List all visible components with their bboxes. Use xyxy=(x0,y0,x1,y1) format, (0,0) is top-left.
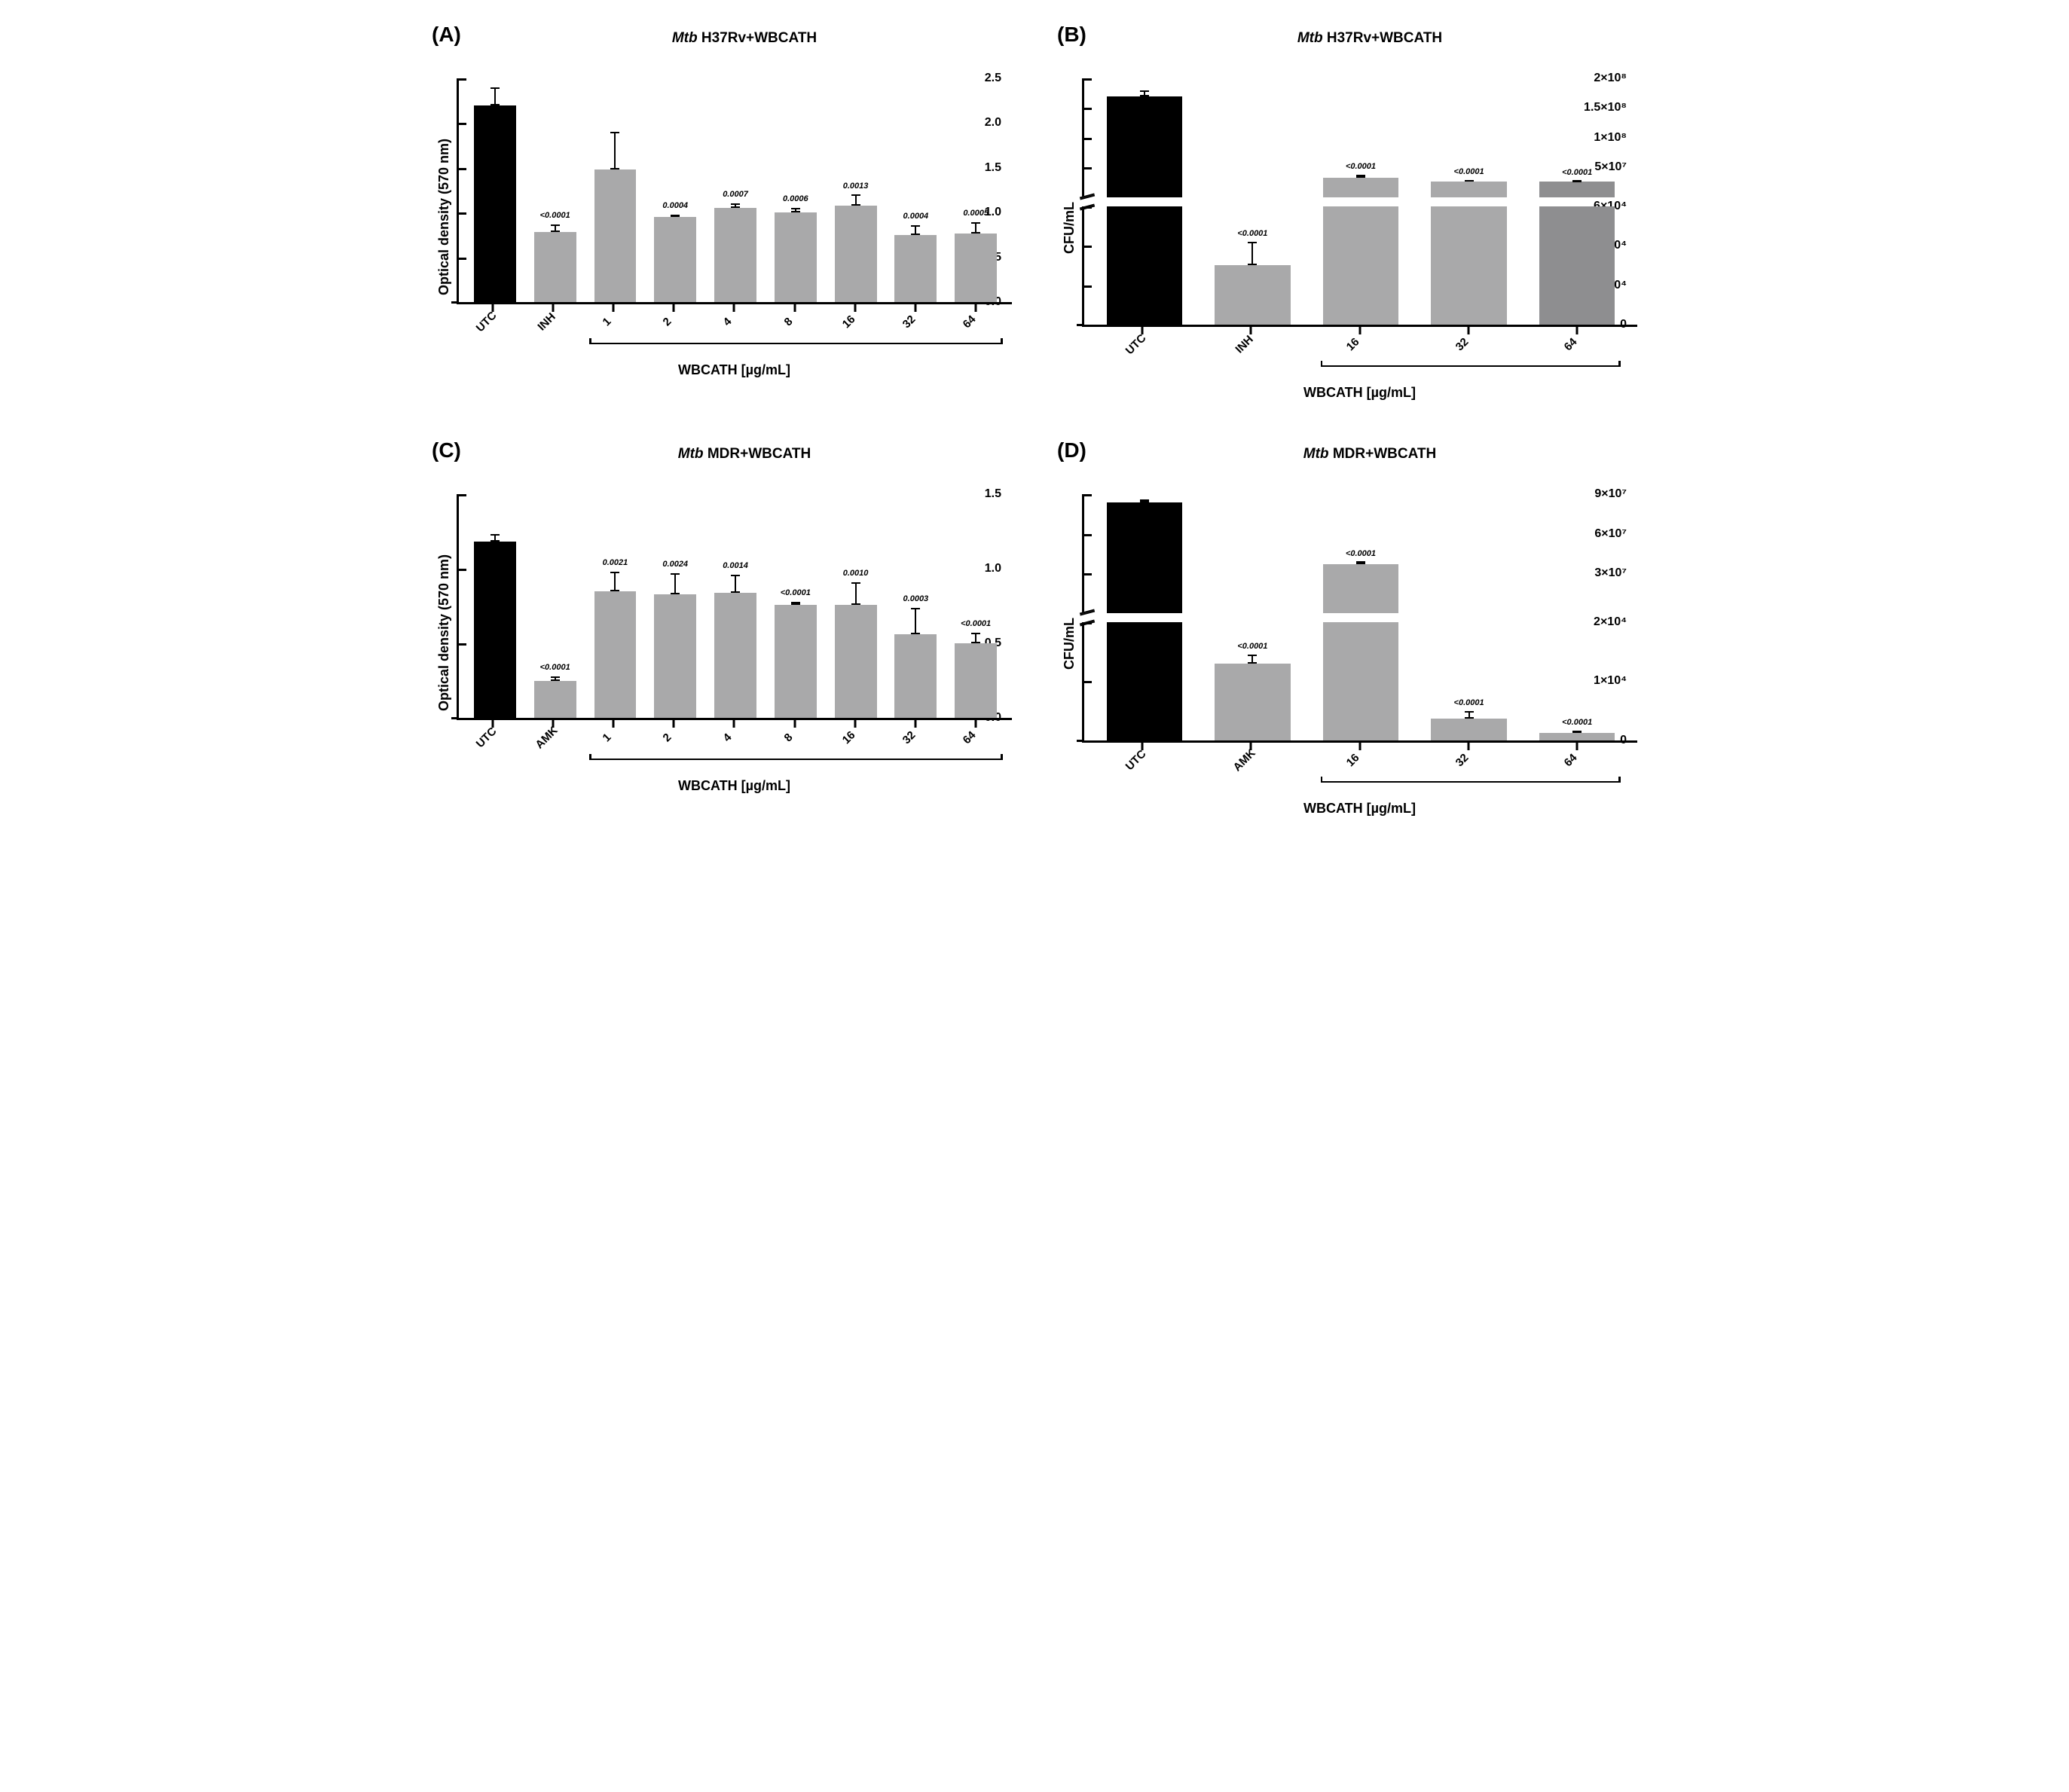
bar xyxy=(955,234,997,302)
p-value-annotation: 0.0013 xyxy=(843,182,869,191)
bar xyxy=(594,591,637,718)
bar xyxy=(474,105,516,302)
p-value-annotation: <0.0001 xyxy=(540,211,570,220)
p-value-annotation: <0.0001 xyxy=(1562,718,1592,727)
bar xyxy=(534,232,576,302)
group-bracket xyxy=(1321,365,1621,374)
bar xyxy=(1431,182,1507,197)
bar xyxy=(835,206,877,302)
plot-area: 3×10⁷6×10⁷9×10⁷<0.000101×10⁴2×10⁴<0.0001… xyxy=(1082,494,1637,743)
p-value-annotation: <0.0001 xyxy=(1454,167,1484,176)
p-value-annotation: <0.0001 xyxy=(1454,698,1484,707)
p-value-annotation: <0.0001 xyxy=(961,619,991,628)
y-axis-label: CFU/mL xyxy=(1057,56,1082,401)
group-bracket xyxy=(589,343,1003,352)
chart-title: Mtb MDR+WBCATH xyxy=(1057,446,1637,463)
bar xyxy=(894,235,937,302)
p-value-annotation: <0.0001 xyxy=(1237,229,1267,238)
bar xyxy=(775,212,817,302)
chart-title: Mtb H37Rv+WBCATH xyxy=(1057,30,1637,47)
p-value-annotation: <0.0001 xyxy=(781,588,811,597)
bar xyxy=(714,208,756,302)
bar xyxy=(1323,564,1399,613)
p-value-annotation: 0.0006 xyxy=(783,194,808,203)
x-axis-label: WBCATH [µg/mL] xyxy=(457,778,1012,794)
p-value-annotation: <0.0001 xyxy=(1346,162,1376,171)
plot-area: 0.00.51.01.5<0.00010.00210.00240.0014<0.… xyxy=(457,494,1012,720)
bar xyxy=(714,593,756,718)
y-axis-label: CFU/mL xyxy=(1057,472,1082,817)
plot-area: 0.00.51.01.52.02.5<0.00010.00040.00070.0… xyxy=(457,78,1012,304)
bar xyxy=(894,634,937,718)
panel-D: (D)Mtb MDR+WBCATHCFU/mL3×10⁷6×10⁷9×10⁷<0… xyxy=(1057,446,1637,817)
p-value-annotation: 0.0005 xyxy=(963,209,989,218)
p-value-annotation: 0.0024 xyxy=(662,560,688,569)
bar xyxy=(955,643,997,718)
chart-title: Mtb H37Rv+WBCATH xyxy=(432,30,1012,47)
group-bracket xyxy=(1321,781,1621,790)
chart-title: Mtb MDR+WBCATH xyxy=(432,446,1012,463)
p-value-annotation: <0.0001 xyxy=(540,663,570,672)
bar xyxy=(775,605,817,718)
y-axis-label: Optical density (570 nm) xyxy=(432,472,457,794)
panel-B: (B)Mtb H37Rv+WBCATHCFU/mL5×10⁷1×10⁸1.5×1… xyxy=(1057,30,1637,401)
x-axis-label: WBCATH [µg/mL] xyxy=(1082,385,1637,401)
p-value-annotation: 0.0004 xyxy=(662,201,688,210)
plot-area: 5×10⁷1×10⁸1.5×10⁸2×10⁸<0.0001<0.0001<0.0… xyxy=(1082,78,1637,327)
p-value-annotation: <0.0001 xyxy=(1346,549,1376,558)
y-axis-label: Optical density (570 nm) xyxy=(432,56,457,378)
panel-label: (B) xyxy=(1057,23,1086,47)
bar xyxy=(1323,178,1399,197)
figure: (A)Mtb H37Rv+WBCATHOptical density (570 … xyxy=(432,30,1637,817)
p-value-annotation: 0.0003 xyxy=(903,594,929,603)
p-value-annotation: 0.0007 xyxy=(723,190,748,199)
panel-label: (C) xyxy=(432,438,461,463)
p-value-annotation: 0.0021 xyxy=(603,558,628,567)
x-axis-label: WBCATH [µg/mL] xyxy=(457,362,1012,378)
panel-A: (A)Mtb H37Rv+WBCATHOptical density (570 … xyxy=(432,30,1012,401)
bar xyxy=(654,594,696,718)
bar xyxy=(534,681,576,719)
bar xyxy=(474,542,516,718)
group-bracket xyxy=(589,759,1003,768)
bar xyxy=(654,217,696,302)
panel-label: (D) xyxy=(1057,438,1086,463)
bar xyxy=(1107,502,1183,613)
p-value-annotation: 0.0004 xyxy=(903,212,929,221)
x-axis-label: WBCATH [µg/mL] xyxy=(1082,801,1637,817)
bar xyxy=(835,605,877,718)
panel-label: (A) xyxy=(432,23,461,47)
p-value-annotation: 0.0014 xyxy=(723,561,748,570)
bar xyxy=(594,169,637,302)
panel-C: (C)Mtb MDR+WBCATHOptical density (570 nm… xyxy=(432,446,1012,817)
p-value-annotation: <0.0001 xyxy=(1562,168,1592,177)
p-value-annotation: 0.0010 xyxy=(843,569,869,578)
p-value-annotation: <0.0001 xyxy=(1237,642,1267,651)
bar xyxy=(1539,182,1615,197)
bar xyxy=(1107,96,1183,197)
